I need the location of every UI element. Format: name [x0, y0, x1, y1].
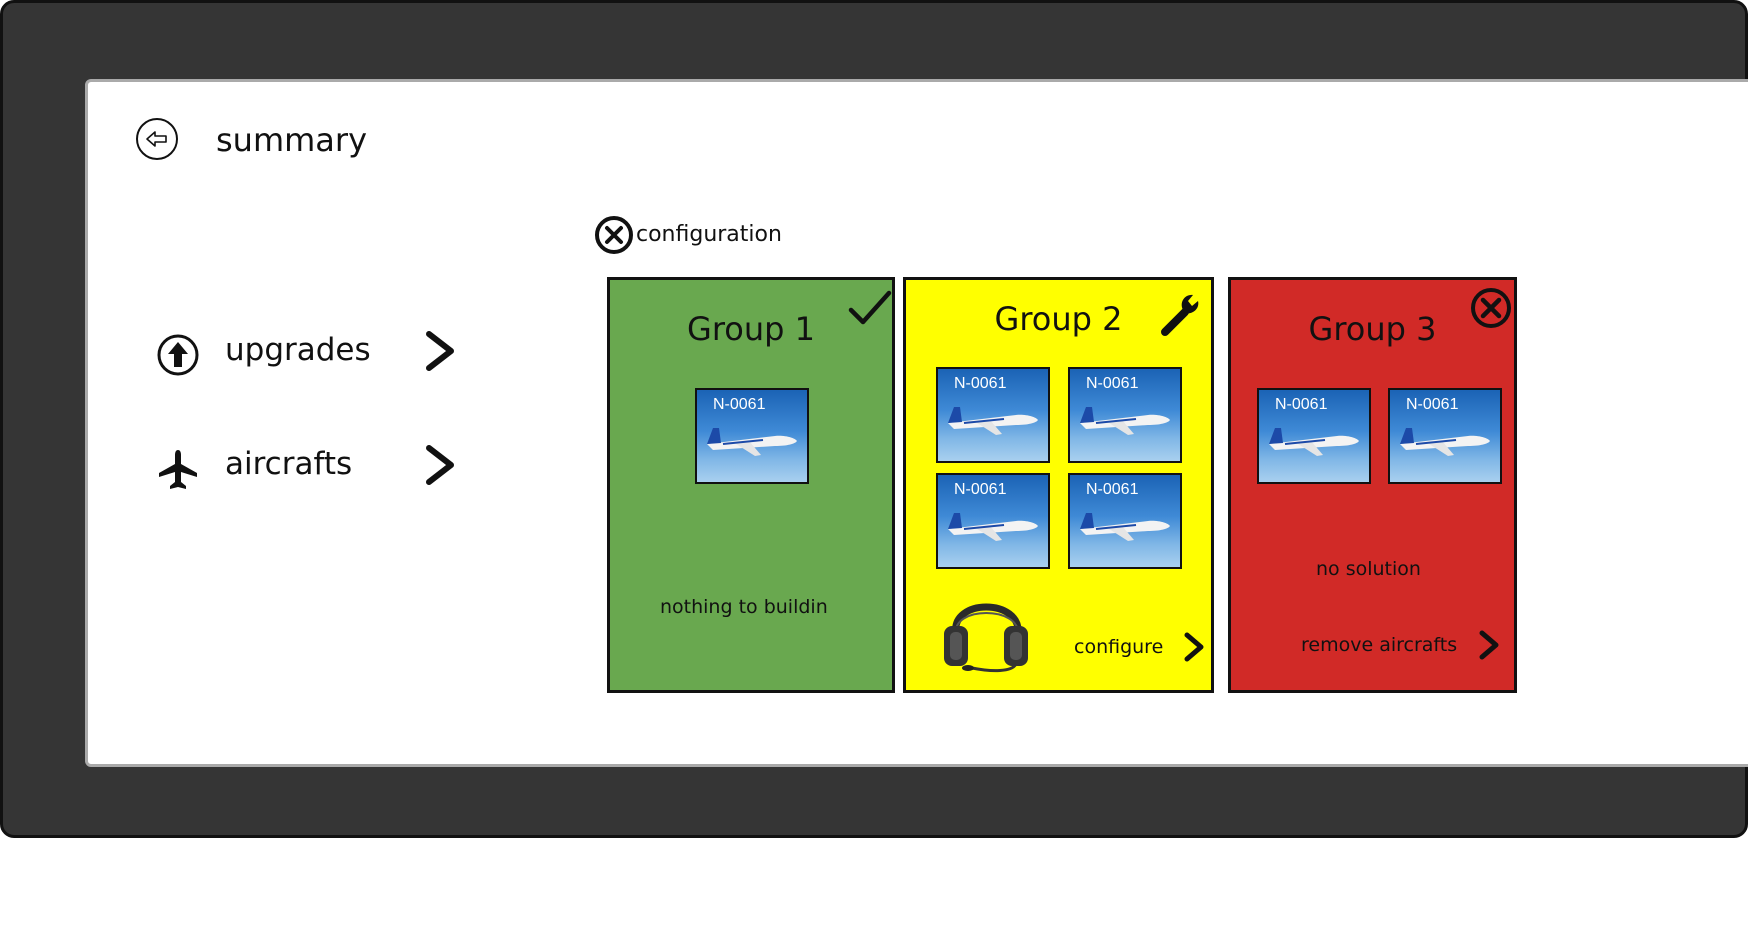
aircraft-thumbnail[interactable]: N-0061	[936, 473, 1050, 569]
page-title: summary	[216, 121, 367, 159]
airplane-photo	[707, 428, 797, 456]
airplane-photo	[1269, 428, 1359, 456]
wrench-icon	[1161, 294, 1199, 336]
close-circle-icon[interactable]	[594, 214, 636, 256]
aircraft-thumbnail[interactable]: N-0061	[1257, 388, 1371, 484]
aircraft-id: N-0061	[954, 375, 1007, 392]
remove-aircrafts-button[interactable]: remove aircrafts	[1301, 628, 1507, 664]
nav-item-label: upgrades	[225, 332, 371, 368]
configuration-label: configuration	[636, 222, 782, 247]
group-footer-text: no solution	[1316, 558, 1421, 580]
aircraft-id: N-0061	[1086, 375, 1139, 392]
airplane-photo	[1080, 407, 1170, 435]
nav-item-label: aircrafts	[225, 446, 353, 482]
aircraft-thumbnail[interactable]: N-0061	[936, 367, 1050, 463]
airplane-photo	[1080, 513, 1170, 541]
airplane-photo	[948, 407, 1038, 435]
aircraft-id: N-0061	[1406, 396, 1459, 413]
aircraft-thumbnail[interactable]: N-0061	[1068, 473, 1182, 569]
airplane-photo	[948, 513, 1038, 541]
back-button[interactable]	[136, 118, 178, 160]
configure-button[interactable]: configure	[1074, 630, 1208, 666]
nav-item-upgrades[interactable]: upgrades	[155, 328, 465, 380]
airplane-photo	[1400, 428, 1490, 456]
chevron-right-icon	[426, 331, 454, 371]
group-title: Group 1	[687, 310, 815, 348]
group-card-2[interactable]: Group 2 N-0061 N-0061 N-0061 N-0	[903, 277, 1214, 693]
close-circle-icon	[1471, 288, 1511, 328]
aircraft-thumbnail[interactable]: N-0061	[1388, 388, 1502, 484]
group-card-1[interactable]: Group 1 N-0061 nothing to buildin	[607, 277, 895, 693]
airplane-icon	[159, 450, 197, 489]
aircraft-id: N-0061	[1275, 396, 1328, 413]
aircraft-thumbnail[interactable]: N-0061	[1068, 367, 1182, 463]
nav-item-aircrafts[interactable]: aircrafts	[155, 442, 465, 494]
back-arrow-icon	[146, 131, 167, 147]
chevron-right-icon	[1479, 630, 1499, 660]
chevron-right-icon	[1184, 632, 1204, 662]
arrow-up-circle-icon	[157, 334, 199, 376]
chevron-right-icon	[426, 445, 454, 485]
aircraft-thumbnail[interactable]: N-0061	[695, 388, 809, 484]
group-title: Group 2	[994, 300, 1123, 338]
aircraft-id: N-0061	[1086, 481, 1139, 498]
group-footer-text: nothing to buildin	[660, 596, 828, 618]
aircraft-id: N-0061	[954, 481, 1007, 498]
headset-icon	[944, 603, 1028, 673]
action-label: remove aircrafts	[1301, 634, 1458, 656]
group-title: Group 3	[1308, 310, 1437, 348]
group-card-3[interactable]: Group 3 N-0061 N-0061 no solution remove…	[1228, 277, 1517, 693]
checkmark-icon	[848, 290, 892, 325]
action-label: configure	[1074, 636, 1164, 658]
aircraft-id: N-0061	[713, 396, 766, 413]
